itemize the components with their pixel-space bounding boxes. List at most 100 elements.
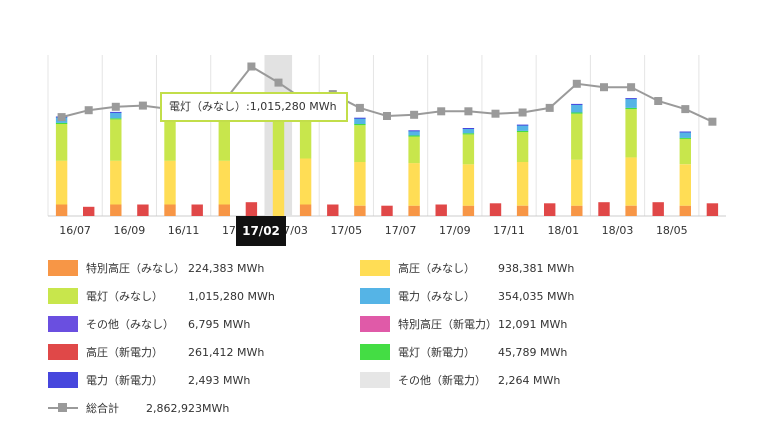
bar-segment[interactable] [408,130,420,136]
bar-segment[interactable] [164,204,176,217]
bar-segment[interactable] [544,203,556,216]
bar-segment[interactable] [110,119,122,161]
total-point[interactable] [572,79,581,88]
bar-segment[interactable] [408,135,420,137]
total-point[interactable] [518,108,527,117]
bar-segment[interactable] [408,130,420,132]
bar-segment[interactable] [625,109,637,158]
tooltip-label: 電灯（みなし） [169,100,246,113]
bar-segment[interactable] [110,118,122,120]
bar-segment[interactable] [516,124,529,126]
total-point[interactable] [708,117,717,126]
bar-segment[interactable] [462,133,475,135]
bar-segment[interactable] [272,170,285,216]
bar-segment[interactable] [137,204,149,217]
bar-segment[interactable] [571,205,583,216]
bar-segment[interactable] [354,117,366,119]
bar-segment[interactable] [110,112,122,119]
x-tick-label: 17/05 [330,224,362,237]
bar-segment[interactable] [55,122,68,124]
total-point[interactable] [545,103,554,112]
bar-segment[interactable] [462,164,475,206]
total-point[interactable] [600,83,608,92]
bar-segment[interactable] [679,131,691,133]
bar-segment[interactable] [83,206,95,216]
bar-segment[interactable] [354,161,366,206]
bar-segment[interactable] [462,128,475,134]
bar-segment[interactable] [679,137,691,139]
bar-segment[interactable] [625,98,637,100]
bar-segment[interactable] [598,202,610,216]
total-point[interactable] [491,109,500,118]
bar-segment[interactable] [516,130,529,133]
bar-segment[interactable] [408,205,420,216]
bar-segment[interactable] [299,204,312,217]
x-tick-label: 16/09 [114,224,146,237]
total-point[interactable] [464,107,473,116]
bar-segment[interactable] [679,132,691,138]
bar-segment[interactable] [218,204,230,217]
bar-segment[interactable] [679,138,691,165]
total-point[interactable] [437,107,446,116]
bar-segment[interactable] [625,98,637,108]
bar-segment[interactable] [489,203,502,216]
total-point[interactable] [111,102,120,111]
bar-segment[interactable] [679,205,691,216]
bar-segment[interactable] [191,204,203,217]
bar-segment[interactable] [625,157,637,206]
total-point[interactable] [355,103,364,112]
bar-segment[interactable] [55,204,68,217]
bar-segment[interactable] [625,107,637,110]
bar-segment[interactable] [299,114,312,159]
bar-segment[interactable] [110,111,122,113]
total-point[interactable] [274,78,283,87]
bar-segment[interactable] [516,205,529,216]
bar-segment[interactable] [164,119,176,161]
bar-segment[interactable] [354,124,366,126]
bar-segment[interactable] [245,202,258,216]
bar-segment[interactable] [571,113,583,160]
bar-segment[interactable] [218,160,230,205]
bar-segment[interactable] [354,118,366,124]
bar-segment[interactable] [571,103,583,105]
bar-segment[interactable] [110,160,122,205]
bar-segment[interactable] [679,164,691,206]
bar-segment[interactable] [652,202,664,216]
bar-segment[interactable] [327,204,339,217]
total-point[interactable] [383,112,391,120]
bar-segment[interactable] [272,112,285,171]
x-tick-label: 16/07 [59,224,91,237]
bar-segment[interactable] [354,205,366,216]
x-tick-label: 17/07 [385,224,417,237]
bar-segment[interactable] [55,160,68,205]
bar-segment[interactable] [516,161,529,206]
total-point[interactable] [138,101,147,110]
total-point[interactable] [654,97,663,105]
bar-segment[interactable] [354,125,366,162]
total-point[interactable] [84,106,93,115]
bar-segment[interactable] [435,204,447,217]
bar-segment[interactable] [571,112,583,114]
bar-segment[interactable] [408,163,420,206]
total-point[interactable] [410,110,419,119]
bar-segment[interactable] [110,204,122,217]
bar-segment[interactable] [462,128,475,129]
total-point[interactable] [57,113,66,122]
bar-segment[interactable] [164,160,176,205]
bar-segment[interactable] [571,104,583,113]
bar-segment[interactable] [299,158,312,205]
bar-segment[interactable] [408,136,420,164]
bar-segment[interactable] [706,203,719,216]
total-point[interactable] [681,105,690,114]
total-point[interactable] [627,83,636,92]
bar-segment[interactable] [625,205,637,216]
bar-segment[interactable] [462,205,475,216]
bar-segment[interactable] [381,205,393,216]
bar-segment[interactable] [55,124,68,161]
bar-segment[interactable] [516,125,529,131]
bar-segment[interactable] [516,132,529,162]
bar-segment[interactable] [571,159,583,206]
bar-segment[interactable] [218,117,230,161]
bar-segment[interactable] [462,134,475,165]
total-point[interactable] [247,62,256,71]
